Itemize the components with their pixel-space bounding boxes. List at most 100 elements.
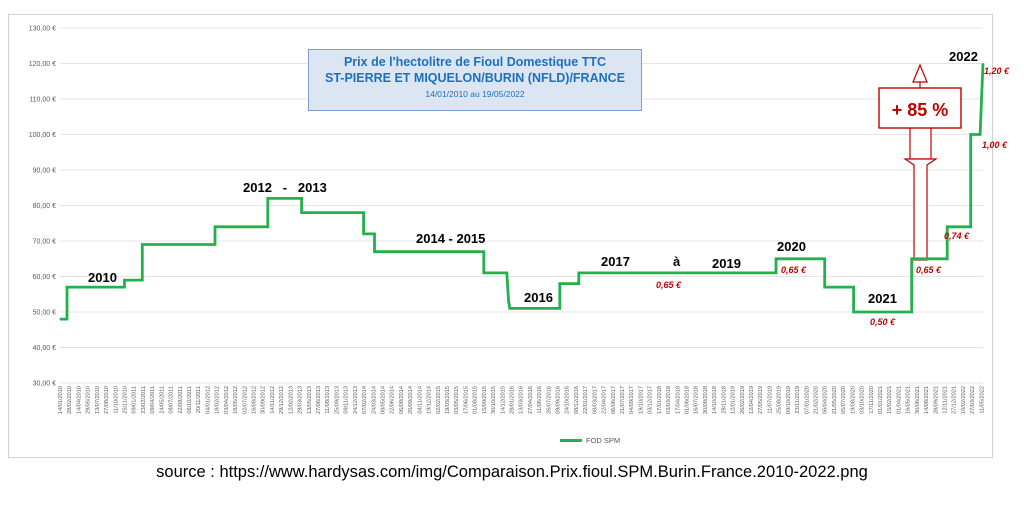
year-label-2017: 2017 bbox=[601, 254, 630, 269]
chart-title-box: Prix de l'hectolitre de Fioul Domestique… bbox=[308, 49, 642, 111]
x-tick-label: 03/03/2018 bbox=[666, 386, 672, 414]
x-tick-label: 19/10/2017 bbox=[638, 386, 644, 414]
x-tick-label: 23/02/2011 bbox=[141, 386, 147, 414]
price-label-2020: 0,65 € bbox=[781, 265, 807, 275]
data-point bbox=[66, 318, 68, 320]
x-tick-label: 08/07/2011 bbox=[169, 386, 175, 414]
x-tick-label: 06/08/2014 bbox=[399, 386, 405, 414]
data-point bbox=[559, 283, 561, 285]
data-point bbox=[970, 226, 972, 228]
data-point bbox=[483, 251, 485, 253]
x-tick-label: 29/03/2013 bbox=[298, 386, 304, 414]
x-tick-label: 16/05/2021 bbox=[906, 386, 912, 414]
x-tick-label: 05/07/2020 bbox=[841, 386, 847, 414]
x-tick-label: 24/05/2011 bbox=[159, 386, 165, 414]
price-label-2021-h2: 0,65 € bbox=[916, 265, 942, 275]
increase-arrow-head bbox=[903, 158, 938, 261]
x-tick-label: 16/07/2018 bbox=[694, 386, 700, 414]
y-tick-label: 130,00 € bbox=[29, 26, 56, 33]
x-tick-label: 17/06/2015 bbox=[463, 386, 469, 414]
x-tick-label: 27/12/2021 bbox=[952, 386, 958, 414]
year-label-2022: 2022 bbox=[949, 49, 978, 64]
x-tick-label: 12/02/2013 bbox=[288, 386, 294, 414]
data-point bbox=[141, 279, 143, 281]
y-tick-label: 110,00 € bbox=[29, 97, 56, 104]
y-tick-label: 40,00 € bbox=[33, 345, 56, 352]
x-tick-label: 12/04/2019 bbox=[749, 386, 755, 414]
x-tick-label: 18/02/2012 bbox=[215, 386, 221, 414]
data-point bbox=[373, 233, 376, 235]
series-layer bbox=[59, 62, 985, 321]
x-tick-label: 08/12/2016 bbox=[574, 386, 580, 414]
x-tick-label: 16/08/2012 bbox=[251, 386, 257, 414]
x-tick-label: 24/10/2016 bbox=[565, 386, 571, 414]
x-tick-label: 19/12/2014 bbox=[427, 386, 433, 414]
data-point bbox=[483, 272, 485, 274]
year-label-a: à bbox=[673, 254, 681, 269]
x-tick-label: 30/09/2012 bbox=[261, 386, 267, 414]
x-tick-label: 19/03/2015 bbox=[445, 386, 451, 414]
data-point bbox=[559, 307, 561, 309]
data-point bbox=[853, 311, 855, 313]
data-point bbox=[267, 197, 269, 199]
y-tick-label: 60,00 € bbox=[33, 274, 56, 281]
x-tick-label: 09/11/2013 bbox=[344, 386, 350, 414]
x-tick-label: 24/03/2014 bbox=[371, 386, 377, 414]
x-tick-label: 15/02/2021 bbox=[887, 386, 893, 414]
year-label-2016: 2016 bbox=[524, 290, 553, 305]
x-tick-label: 03/05/2015 bbox=[454, 386, 460, 414]
x-tick-label: 03/04/2012 bbox=[224, 386, 230, 414]
x-tick-label: 18/05/2012 bbox=[233, 386, 239, 414]
price-label-2022-a: 0,74 € bbox=[944, 231, 970, 241]
x-tick-label: 06/04/2020 bbox=[823, 386, 829, 414]
year-label-2010: 2010 bbox=[88, 270, 117, 285]
x-tick-label: 27/04/2016 bbox=[528, 386, 534, 414]
x-tick-label: 17/01/2018 bbox=[657, 386, 663, 414]
x-tick-label: 02/02/2015 bbox=[436, 386, 442, 414]
data-point bbox=[363, 212, 365, 214]
data-point bbox=[578, 283, 580, 285]
data-point bbox=[301, 197, 303, 199]
y-tick-label: 100,00 € bbox=[29, 132, 56, 139]
x-tick-label: 12/11/2021 bbox=[943, 386, 949, 414]
chart-date-range: 14/01/2010 au 19/05/2022 bbox=[425, 89, 525, 99]
x-tick-label: 25/09/2013 bbox=[334, 386, 340, 414]
x-tick-label: 25/08/2019 bbox=[777, 386, 783, 414]
x-tick-label: 10/02/2022 bbox=[961, 386, 967, 414]
x-tick-label: 14/01/2010 bbox=[58, 386, 64, 414]
data-point bbox=[824, 258, 826, 260]
data-point bbox=[970, 133, 972, 136]
x-tick-label: 11/08/2013 bbox=[325, 386, 331, 414]
increase-label: + 85 % bbox=[892, 100, 949, 120]
x-tick-label: 28/11/2018 bbox=[721, 386, 727, 414]
price-label-2021: 0,50 € bbox=[870, 317, 896, 327]
x-tick-label: 04/11/2014 bbox=[417, 386, 423, 414]
x-tick-label: 14/11/2012 bbox=[270, 386, 276, 414]
data-point bbox=[363, 233, 365, 235]
x-tick-label: 01/04/2021 bbox=[896, 386, 902, 414]
x-tick-label: 27/03/2022 bbox=[970, 386, 976, 414]
x-tick-label: 04/01/2012 bbox=[205, 386, 211, 414]
x-tick-label: 15/09/2015 bbox=[482, 386, 488, 414]
x-tick-label: 22/04/2017 bbox=[602, 386, 608, 414]
y-axis: 30,00 € 40,00 € 50,00 € 60,00 € 70,00 € 80,00… bbox=[29, 26, 56, 388]
price-label-2022-b: 1,00 € bbox=[982, 140, 1008, 150]
x-tick-label: 27/05/2019 bbox=[758, 386, 764, 414]
data-point bbox=[979, 133, 981, 136]
data-point bbox=[141, 243, 143, 246]
x-tick-label: 11/10/2010 bbox=[113, 386, 119, 414]
x-tick-label: 28/09/2021 bbox=[933, 386, 939, 414]
x-tick-label: 24/12/2013 bbox=[353, 386, 359, 414]
y-tick-label: 120,00 € bbox=[29, 61, 56, 68]
x-tick-label: 14/10/2018 bbox=[712, 386, 718, 414]
data-point bbox=[946, 258, 948, 260]
x-tick-label: 20/11/2011 bbox=[196, 386, 202, 413]
chart-title: Prix de l'hectolitre de Fioul Domestique… bbox=[343, 55, 607, 69]
data-point bbox=[509, 307, 511, 309]
data-point bbox=[911, 258, 913, 260]
x-tick-label: 11/07/2019 bbox=[767, 386, 773, 414]
x-tick-label: 22/08/2011 bbox=[178, 386, 184, 414]
x-tick-label: 27/08/2010 bbox=[104, 386, 110, 414]
x-tick-label: 29/12/2012 bbox=[279, 386, 285, 414]
x-tick-label: 11/05/2022 bbox=[979, 386, 985, 414]
